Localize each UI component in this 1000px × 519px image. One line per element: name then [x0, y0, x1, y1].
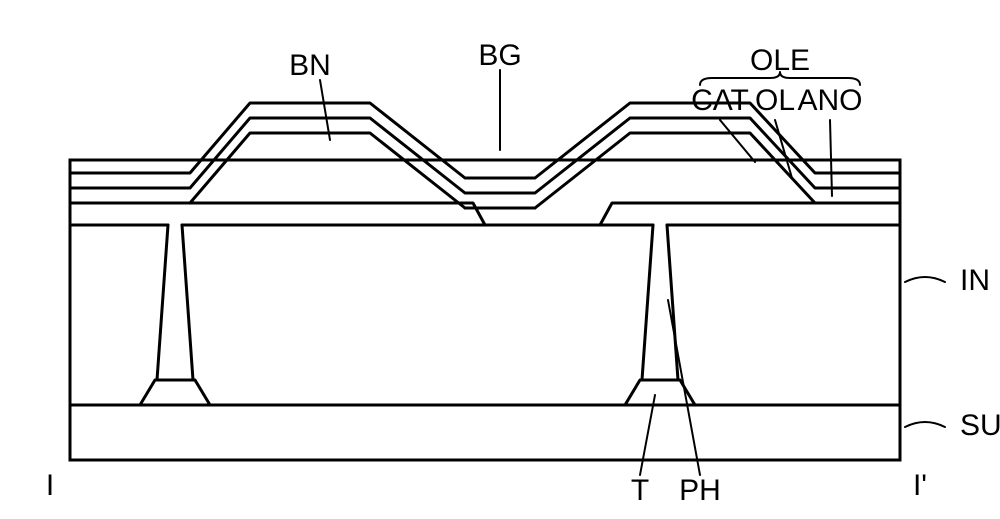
label-i: I: [46, 469, 54, 502]
label-cat: CAT: [691, 84, 749, 117]
label-sub: SUB: [960, 409, 1000, 442]
leader-t: [640, 395, 655, 475]
label-ip: I': [913, 469, 927, 502]
device-outline: [70, 160, 900, 460]
label-ph: PH: [679, 474, 721, 507]
leader-cat: [720, 120, 755, 162]
ano-right: [600, 203, 900, 225]
label-in: IN: [960, 264, 990, 297]
label-ano: ANO: [797, 84, 862, 117]
label-bn: BN: [289, 49, 331, 82]
label-t: T: [631, 474, 649, 507]
leader-bn: [320, 80, 330, 140]
transistor-left: [140, 380, 210, 405]
label-ol: OL: [755, 84, 795, 117]
leader-ano: [830, 120, 832, 196]
cross-section-diagram: I I' SUB IN BN BG OLECATOLANO T PH: [0, 0, 1000, 519]
ano-left: [70, 203, 485, 225]
leader-ph: [668, 300, 700, 475]
label-ole: OLE: [750, 44, 810, 77]
label-bg: BG: [478, 39, 521, 72]
leader-in: [905, 277, 945, 282]
leader-sub: [905, 422, 945, 427]
